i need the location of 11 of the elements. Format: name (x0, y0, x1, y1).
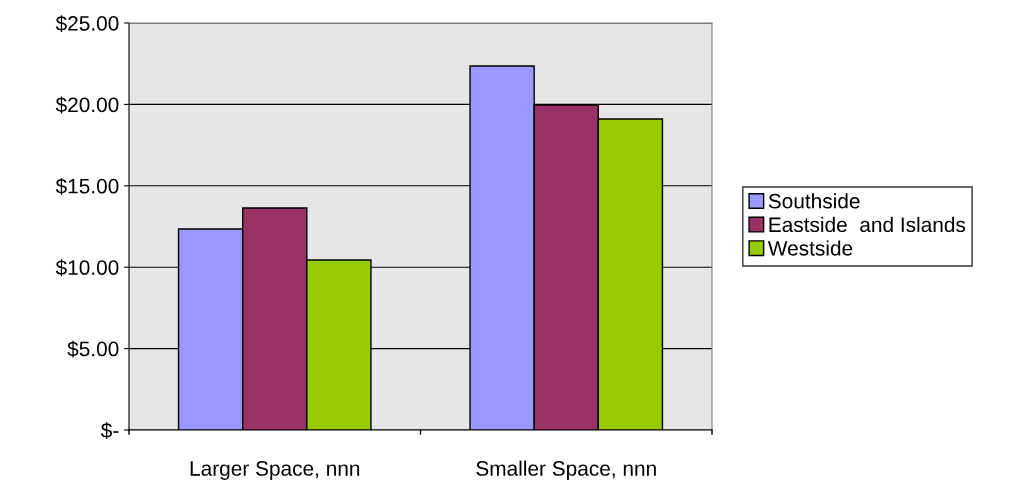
y-tick-label: $5.00 (67, 340, 119, 358)
y-tick-label: $20.00 (55, 96, 119, 114)
y-tick-label: $10.00 (55, 259, 119, 277)
y-tick-label: $- (100, 422, 119, 439)
y-tick-label: $15.00 (55, 177, 119, 195)
x-tick-label: Smaller Space, nnn (476, 460, 656, 480)
legend-label: Eastside and Islands (769, 216, 966, 233)
legend-label: Southside (768, 193, 860, 209)
x-tick-label: Larger Space, nnn (190, 461, 360, 480)
legend-label: Westside (767, 240, 853, 256)
y-tick-label: $25.00 (55, 15, 119, 32)
